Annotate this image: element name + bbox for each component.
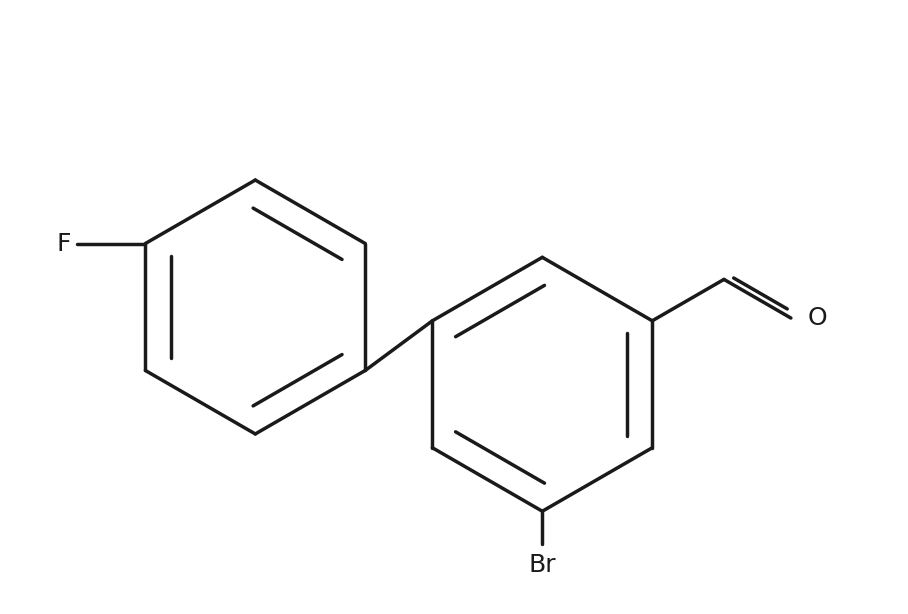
Text: Br: Br	[528, 553, 556, 577]
Text: F: F	[57, 231, 72, 255]
Text: O: O	[807, 306, 827, 330]
